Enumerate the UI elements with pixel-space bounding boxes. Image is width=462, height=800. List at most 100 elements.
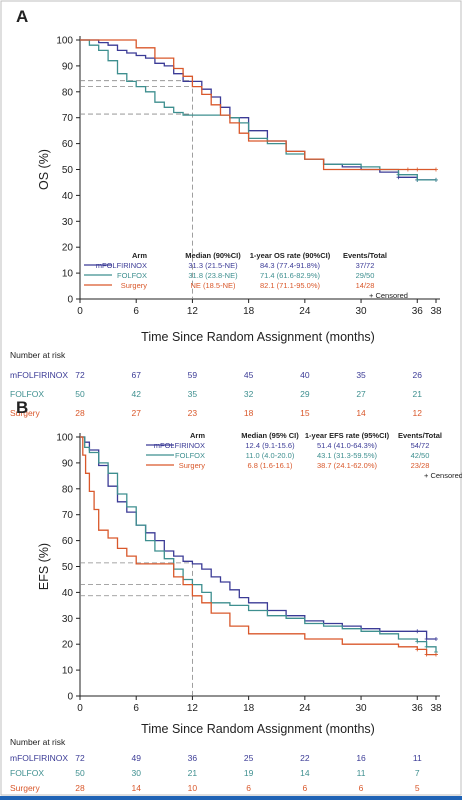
- x-tick-label: 30: [355, 703, 367, 714]
- risk-cell: 10: [188, 783, 198, 793]
- legend-censored: + Censored: [424, 471, 462, 480]
- y-tick-label: 20: [62, 243, 74, 254]
- risk-table-title: Number at risk: [10, 737, 66, 747]
- risk-row-label: FOLFOX: [10, 389, 44, 399]
- risk-cell: 27: [131, 408, 141, 418]
- y-tick-label: 80: [62, 484, 74, 495]
- risk-cell: 26: [413, 370, 423, 380]
- legend-header-median: Median (90%CI): [185, 251, 241, 260]
- risk-cell: 35: [356, 370, 366, 380]
- legend-rate: 43.1 (31.3-59.5%): [317, 451, 378, 460]
- risk-cell: 25: [244, 753, 254, 763]
- legend-header-rate: 1-year OS rate (90%CI): [250, 251, 331, 260]
- censor-mark: [415, 167, 420, 172]
- risk-table-title: Number at risk: [10, 350, 66, 360]
- legend-median: 11.0 (4.0-20.0): [246, 451, 295, 460]
- legend-median: 6.8 (1.6-16.1): [247, 461, 293, 470]
- km-curve-surgery: [80, 436, 436, 656]
- risk-cell: 21: [188, 768, 198, 778]
- legend-median: 31.8 (23.8-NE): [188, 271, 238, 280]
- risk-cell: 30: [131, 768, 141, 778]
- x-tick-label: 6: [133, 703, 139, 714]
- x-tick-label: 12: [187, 703, 199, 714]
- risk-cell: 6: [246, 783, 251, 793]
- risk-cell: 28: [75, 408, 85, 418]
- y-tick-label: 10: [62, 269, 74, 280]
- risk-row-label: mFOLFIRINOX: [10, 753, 68, 763]
- panel-label: B: [16, 398, 28, 417]
- risk-row-label: mFOLFIRINOX: [10, 370, 68, 380]
- censor-mark: [405, 167, 410, 172]
- y-tick-label: 0: [67, 692, 73, 703]
- risk-cell: 18: [244, 408, 254, 418]
- x-tick-label: 0: [77, 703, 83, 714]
- risk-row-label: Surgery: [10, 408, 41, 418]
- y-tick-label: 10: [62, 666, 74, 677]
- risk-cell: 40: [300, 370, 310, 380]
- censor-mark: [415, 647, 420, 652]
- censor-mark: [424, 637, 429, 642]
- bottom-rule: [0, 796, 462, 800]
- censor-mark: [415, 177, 420, 182]
- risk-cell: 29: [300, 389, 310, 399]
- risk-cell: 12: [413, 408, 423, 418]
- legend-arm: FOLFOX: [117, 271, 147, 280]
- legend-header-arm: Arm: [190, 431, 205, 440]
- risk-cell: 19: [244, 768, 254, 778]
- risk-cell: 14: [131, 783, 141, 793]
- y-tick-label: 50: [62, 562, 74, 573]
- y-tick-label: 70: [62, 510, 74, 521]
- x-tick-label: 12: [187, 306, 199, 317]
- risk-cell: 49: [131, 753, 141, 763]
- risk-cell: 27: [356, 389, 366, 399]
- risk-row-label: Surgery: [10, 783, 41, 793]
- legend-arm: Surgery: [179, 461, 206, 470]
- y-tick-label: 60: [62, 139, 74, 150]
- risk-cell: 59: [188, 370, 198, 380]
- y-tick-label: 40: [62, 191, 74, 202]
- x-tick-label: 18: [243, 306, 255, 317]
- y-tick-label: 100: [56, 36, 73, 47]
- legend-header-rate: 1-year EFS rate (95%CI): [305, 431, 390, 440]
- x-tick-label: 36: [412, 703, 424, 714]
- legend-censored: + Censored: [369, 291, 408, 300]
- risk-cell: 32: [244, 389, 254, 399]
- x-tick-label: 38: [430, 306, 442, 317]
- censor-mark: [434, 167, 438, 172]
- risk-cell: 14: [300, 768, 310, 778]
- y-tick-label: 90: [62, 61, 74, 72]
- y-tick-label: 30: [62, 614, 74, 625]
- risk-cell: 23: [188, 408, 198, 418]
- censor-mark: [424, 644, 429, 649]
- censor-mark: [434, 637, 438, 642]
- risk-cell: 45: [244, 370, 254, 380]
- censor-mark: [434, 652, 438, 657]
- risk-cell: 11: [357, 768, 366, 778]
- x-tick-label: 36: [412, 306, 424, 317]
- risk-cell: 35: [188, 389, 198, 399]
- risk-cell: 50: [75, 768, 85, 778]
- risk-cell: 50: [75, 389, 85, 399]
- y-tick-label: 90: [62, 458, 74, 469]
- risk-cell: 6: [302, 783, 307, 793]
- x-axis-title: Time Since Random Assignment (months): [141, 722, 375, 736]
- risk-cell: 28: [75, 783, 85, 793]
- risk-cell: 15: [300, 408, 310, 418]
- y-tick-label: 60: [62, 536, 74, 547]
- legend-events: 14/28: [356, 281, 375, 290]
- y-tick-label: 50: [62, 165, 74, 176]
- legend-median: NE (18.5-NE): [190, 281, 236, 290]
- legend-header-events: Events/Total: [398, 431, 442, 440]
- legend-header-median: Median (95% CI): [241, 431, 299, 440]
- km-curve-surgery: [80, 39, 436, 171]
- legend-rate: 38.7 (24.1-62.0%): [317, 461, 378, 470]
- legend-rate: 82.1 (71.1-95.0%): [260, 281, 321, 290]
- risk-cell: 72: [75, 370, 85, 380]
- panel-a: A 0 10 20 30 40 50 60 70 80 90 100 0 6 12 18 24 30 36 38 Tim…: [10, 7, 442, 418]
- legend-median: 12.4 (9.1-15.6): [245, 441, 295, 450]
- risk-cell: 42: [131, 389, 141, 399]
- risk-row-label: FOLFOX: [10, 768, 44, 778]
- legend-arm: Surgery: [121, 281, 148, 290]
- legend-rate: 84.3 (77.4-91.8%): [260, 261, 321, 270]
- risk-cell: 7: [415, 768, 420, 778]
